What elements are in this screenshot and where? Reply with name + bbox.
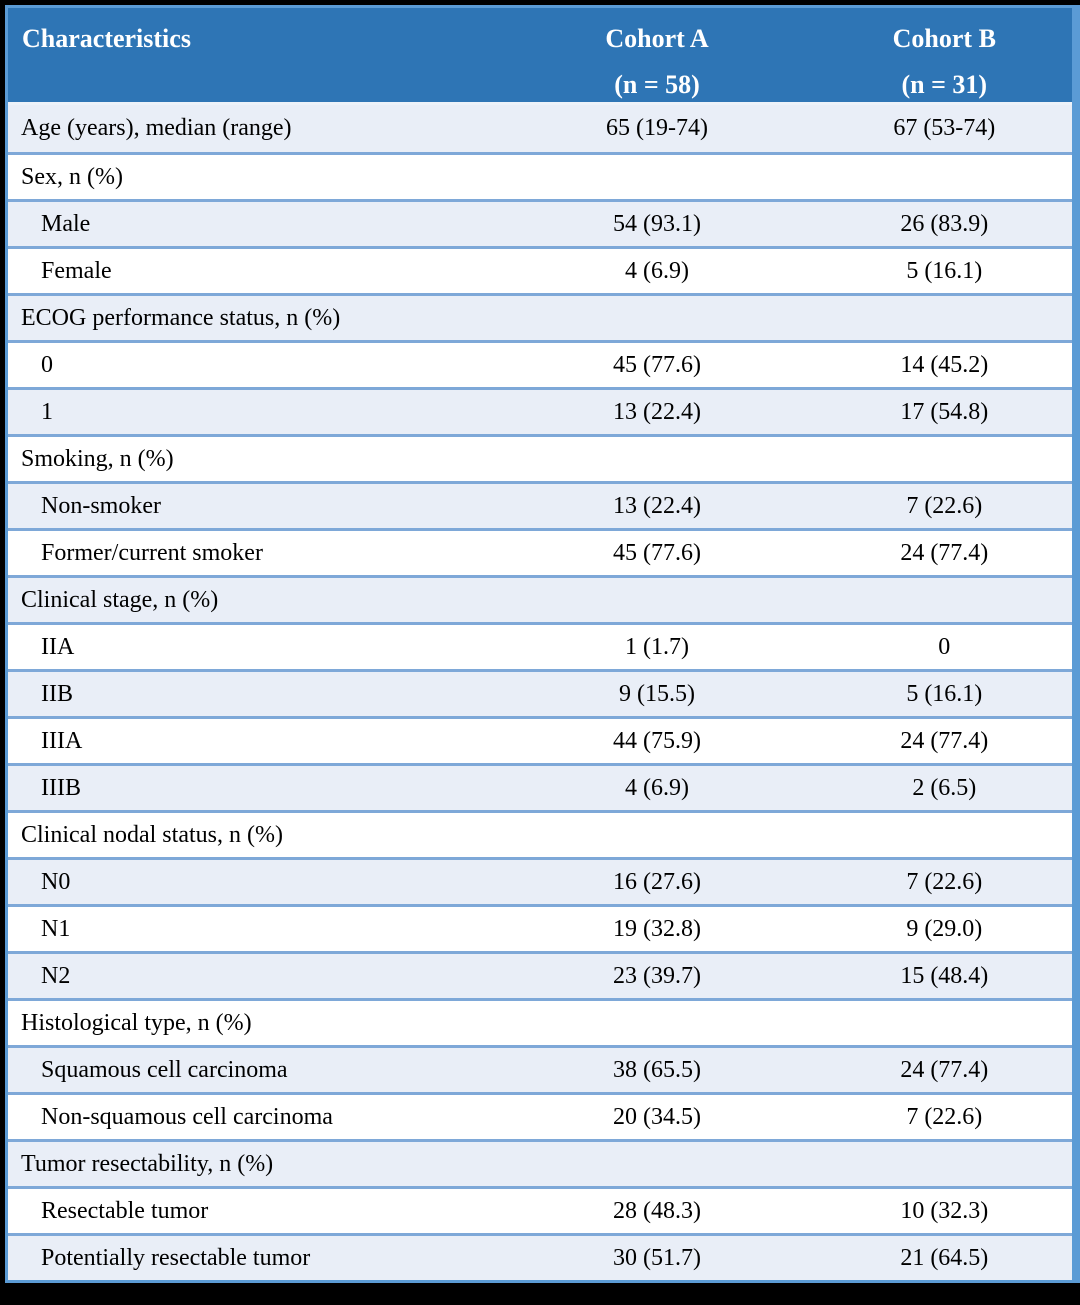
table-row-iiia: IIIA 44 (75.9) 24 (77.4) — [8, 716, 1072, 763]
header-cohort-b-n: (n = 31) — [901, 70, 988, 99]
table-header: Characteristics Cohort A (n = 58) Cohort… — [8, 8, 1072, 105]
cohort-a-value: 4 (6.9) — [625, 257, 690, 284]
section-row-tumor-resectability: Tumor resectability, n (%) — [8, 1139, 1072, 1186]
cohort-a-value: 9 (15.5) — [619, 680, 696, 707]
header-characteristics: Characteristics — [22, 24, 191, 53]
section-row-clinical-stage: Clinical stage, n (%) — [8, 575, 1072, 622]
table-row-ecog-0: 0 45 (77.6) 14 (45.2) — [8, 340, 1072, 387]
cohort-a-value: 44 (75.9) — [613, 727, 702, 754]
cohort-a-value: 13 (22.4) — [613, 492, 702, 519]
table-row-ecog-1: 1 13 (22.4) 17 (54.8) — [8, 387, 1072, 434]
row-label: Non-smoker — [41, 492, 161, 519]
cohort-b-value: 7 (22.6) — [906, 868, 983, 895]
cohort-b-value: 21 (64.5) — [900, 1244, 989, 1271]
table-row-non-squamous: Non-squamous cell carcinoma 20 (34.5) 7 … — [8, 1092, 1072, 1139]
cohort-a-value: 13 (22.4) — [613, 398, 702, 425]
section-label: Clinical stage, n (%) — [21, 586, 219, 613]
row-label: Female — [41, 257, 112, 284]
table-row-former-current-smoker: Former/current smoker 45 (77.6) 24 (77.4… — [8, 528, 1072, 575]
table-row-n0: N0 16 (27.6) 7 (22.6) — [8, 857, 1072, 904]
row-label: IIIB — [41, 774, 81, 801]
row-label: N2 — [41, 962, 71, 989]
row-label: 1 — [41, 398, 53, 425]
row-label: N0 — [41, 868, 71, 895]
cohort-a-value: 45 (77.6) — [613, 351, 702, 378]
row-label: Resectable tumor — [41, 1197, 209, 1224]
cohort-a-value: 38 (65.5) — [613, 1056, 702, 1083]
header-cohort-b-name: Cohort B — [892, 24, 996, 53]
cohort-b-value: 14 (45.2) — [900, 351, 989, 378]
table-row-non-smoker: Non-smoker 13 (22.4) 7 (22.6) — [8, 481, 1072, 528]
cohort-b-value: 7 (22.6) — [906, 1103, 983, 1130]
section-label: Sex, n (%) — [21, 163, 123, 190]
table-row-iib: IIB 9 (15.5) 5 (16.1) — [8, 669, 1072, 716]
section-label: Histological type, n (%) — [21, 1009, 252, 1036]
cohort-b-value: 5 (16.1) — [906, 680, 983, 707]
table-row-age: Age (years), median (range) 65 (19-74) 6… — [8, 105, 1072, 152]
table-row-iia: IIA 1 (1.7) 0 — [8, 622, 1072, 669]
cohort-b-value: 67 (53-74) — [893, 115, 996, 141]
table-row-squamous: Squamous cell carcinoma 38 (65.5) 24 (77… — [8, 1045, 1072, 1092]
cohort-a-value: 23 (39.7) — [613, 962, 702, 989]
cohort-a-value: 54 (93.1) — [613, 210, 702, 237]
section-row-smoking: Smoking, n (%) — [8, 434, 1072, 481]
header-cohort-a-n: (n = 58) — [614, 70, 700, 99]
header-cohort-a-name: Cohort A — [605, 24, 709, 53]
cohort-a-value: 19 (32.8) — [613, 915, 702, 942]
cohort-b-value: 17 (54.8) — [900, 398, 989, 425]
row-label: IIA — [41, 633, 75, 660]
header-cohort-b: Cohort B (n = 31) — [817, 8, 1072, 102]
cohort-a-value: 45 (77.6) — [613, 539, 702, 566]
section-label: Tumor resectability, n (%) — [21, 1150, 274, 1177]
cohort-b-value: 7 (22.6) — [906, 492, 983, 519]
row-label: IIB — [41, 680, 73, 707]
table-row-resectable: Resectable tumor 28 (48.3) 10 (32.3) — [8, 1186, 1072, 1233]
section-label: Smoking, n (%) — [21, 445, 174, 472]
table-row-male: Male 54 (93.1) 26 (83.9) — [8, 199, 1072, 246]
cohort-b-value: 26 (83.9) — [900, 210, 989, 237]
table-row-n2: N2 23 (39.7) 15 (48.4) — [8, 951, 1072, 998]
cohort-b-value: 24 (77.4) — [900, 727, 989, 754]
table-row-iiib: IIIB 4 (6.9) 2 (6.5) — [8, 763, 1072, 810]
row-label: Male — [41, 210, 91, 237]
section-row-nodal-status: Clinical nodal status, n (%) — [8, 810, 1072, 857]
row-label: Squamous cell carcinoma — [41, 1056, 288, 1083]
cohort-a-value: 20 (34.5) — [613, 1103, 702, 1130]
cohort-b-value: 2 (6.5) — [912, 774, 977, 801]
cohort-b-value: 24 (77.4) — [900, 1056, 989, 1083]
table-body: Age (years), median (range) 65 (19-74) 6… — [8, 105, 1072, 1280]
table-row-n1: N1 19 (32.8) 9 (29.0) — [8, 904, 1072, 951]
cohort-b-value: 10 (32.3) — [900, 1197, 989, 1224]
cohort-a-value: 16 (27.6) — [613, 868, 702, 895]
cohort-b-value: 5 (16.1) — [906, 257, 983, 284]
cohort-b-value: 15 (48.4) — [900, 962, 989, 989]
header-cohort-a: Cohort A (n = 58) — [497, 8, 816, 102]
row-label: 0 — [41, 351, 53, 378]
row-label: Non-squamous cell carcinoma — [41, 1103, 333, 1130]
row-label: N1 — [41, 915, 71, 942]
section-label: ECOG performance status, n (%) — [21, 304, 341, 331]
table-row-female: Female 4 (6.9) 5 (16.1) — [8, 246, 1072, 293]
row-label: Age (years), median (range) — [21, 115, 292, 141]
section-row-histological-type: Histological type, n (%) — [8, 998, 1072, 1045]
cohort-b-value: 9 (29.0) — [906, 915, 983, 942]
cohort-a-value: 30 (51.7) — [613, 1244, 702, 1271]
characteristics-table: Characteristics Cohort A (n = 58) Cohort… — [5, 5, 1080, 1283]
cohort-a-value: 65 (19-74) — [606, 115, 709, 141]
cohort-b-value: 24 (77.4) — [900, 539, 989, 566]
table-row-potentially-resectable: Potentially resectable tumor 30 (51.7) 2… — [8, 1233, 1072, 1280]
cohort-a-value: 1 (1.7) — [625, 633, 690, 660]
section-label: Clinical nodal status, n (%) — [21, 821, 283, 848]
row-label: IIIA — [41, 727, 83, 754]
row-label: Former/current smoker — [41, 539, 263, 566]
section-row-sex: Sex, n (%) — [8, 152, 1072, 199]
cohort-b-value: 0 — [938, 633, 951, 660]
row-label: Potentially resectable tumor — [41, 1244, 311, 1271]
section-row-ecog: ECOG performance status, n (%) — [8, 293, 1072, 340]
cohort-a-value: 28 (48.3) — [613, 1197, 702, 1224]
cohort-a-value: 4 (6.9) — [625, 774, 690, 801]
